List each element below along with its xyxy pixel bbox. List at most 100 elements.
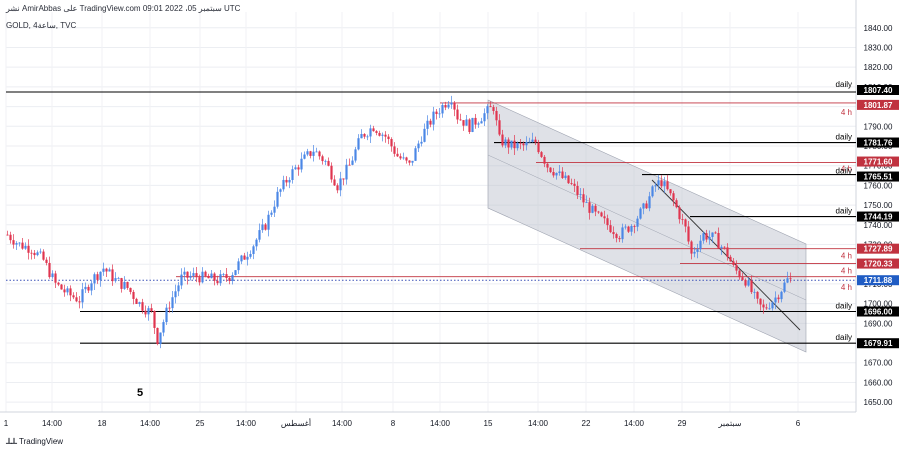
price-badge xyxy=(857,137,899,148)
candle-body xyxy=(312,151,315,156)
candle-body xyxy=(270,212,273,215)
candle-body xyxy=(462,120,465,126)
candle-body xyxy=(129,287,132,292)
price-badge xyxy=(857,306,899,317)
candle-body xyxy=(411,160,414,163)
candle-body xyxy=(546,163,549,168)
x-tick-label: 14:00 xyxy=(332,419,353,428)
candle-body xyxy=(513,140,516,149)
candle-body xyxy=(72,295,75,298)
candle-body xyxy=(780,291,783,300)
candle-body xyxy=(18,242,21,244)
level-tag: daily xyxy=(836,302,852,311)
candle-body xyxy=(675,200,678,208)
candle-body xyxy=(174,291,177,298)
candle-body xyxy=(87,286,90,291)
candle-body xyxy=(357,138,360,150)
candle-body xyxy=(198,277,201,283)
candle-body xyxy=(438,113,441,115)
candle-body xyxy=(762,304,765,308)
price-badge-label: 1679.91 xyxy=(864,339,893,348)
candle-body xyxy=(369,128,372,137)
candle-body xyxy=(405,157,408,161)
candle-body xyxy=(33,252,36,256)
candle-body xyxy=(714,232,717,234)
candle-body xyxy=(723,246,726,248)
candle-body xyxy=(426,120,429,129)
candle-body xyxy=(96,274,99,280)
candle-body xyxy=(339,178,342,191)
candle-body xyxy=(321,156,324,162)
candle-body xyxy=(126,281,129,288)
candle-body xyxy=(6,234,9,236)
candle-body xyxy=(399,156,402,159)
candle-body xyxy=(639,208,642,219)
candle-body xyxy=(642,203,645,209)
candle-body xyxy=(63,289,66,293)
candle-body xyxy=(261,224,264,231)
price-badge-label: 1744.19 xyxy=(864,213,893,222)
x-tick-label: 14:00 xyxy=(236,419,257,428)
candle-body xyxy=(45,259,48,263)
price-badge xyxy=(857,211,899,222)
price-badge-label: 1696.00 xyxy=(864,308,893,317)
candle-body xyxy=(717,232,720,249)
candle-body xyxy=(285,179,288,183)
candle-body xyxy=(444,105,447,108)
candle-body xyxy=(756,291,759,299)
candle-body xyxy=(213,273,216,281)
level-tag: daily xyxy=(836,207,852,216)
candle-body xyxy=(651,186,654,197)
price-badge xyxy=(857,338,899,349)
candle-body xyxy=(375,131,378,133)
candle-body xyxy=(702,233,705,241)
candle-body xyxy=(747,280,750,286)
candle-body xyxy=(234,270,237,276)
candle-body xyxy=(102,268,105,272)
candle-body xyxy=(78,301,81,303)
candle-body xyxy=(636,218,639,227)
candle-body xyxy=(210,273,213,279)
candle-body xyxy=(669,189,672,194)
candle-body xyxy=(390,139,393,147)
candle-body xyxy=(15,243,18,245)
candle-body xyxy=(741,277,744,280)
candle-body xyxy=(93,274,96,284)
candle-body xyxy=(597,211,600,213)
y-tick-label: 1790.00 xyxy=(864,122,893,131)
candle-body xyxy=(294,167,297,170)
candle-body xyxy=(84,286,87,290)
candle-body xyxy=(378,132,381,136)
candle-body xyxy=(105,268,108,272)
candle-body xyxy=(585,202,588,203)
candle-body xyxy=(558,171,561,173)
y-tick-label: 1820.00 xyxy=(864,63,893,72)
candle-body xyxy=(687,226,690,242)
candle-body xyxy=(705,233,708,240)
candle-body xyxy=(138,302,141,304)
candle-body xyxy=(114,278,117,282)
candle-body xyxy=(228,278,231,281)
candle-body xyxy=(540,152,543,157)
candle-body xyxy=(471,117,474,132)
candle-body xyxy=(477,123,480,125)
x-tick-label: سبتمبر xyxy=(718,419,742,428)
candle-body xyxy=(771,302,774,309)
candle-body xyxy=(192,273,195,276)
candle-body xyxy=(279,189,282,192)
price-badge xyxy=(857,99,899,110)
candle-body xyxy=(573,183,576,186)
publish-info: نشر AmirAbbas على TradingView.com 09:01 … xyxy=(6,4,241,13)
candle-body xyxy=(516,142,519,149)
candle-body xyxy=(720,246,723,249)
candle-body xyxy=(309,151,312,156)
candle-body xyxy=(108,269,111,272)
candle-body xyxy=(555,172,558,176)
x-tick-label: 14:00 xyxy=(42,419,63,428)
y-tick-label: 1690.00 xyxy=(864,319,893,328)
candle-body xyxy=(57,282,60,285)
candle-body xyxy=(69,288,72,296)
x-tick-label: 22 xyxy=(582,419,591,428)
candle-body xyxy=(318,151,321,157)
